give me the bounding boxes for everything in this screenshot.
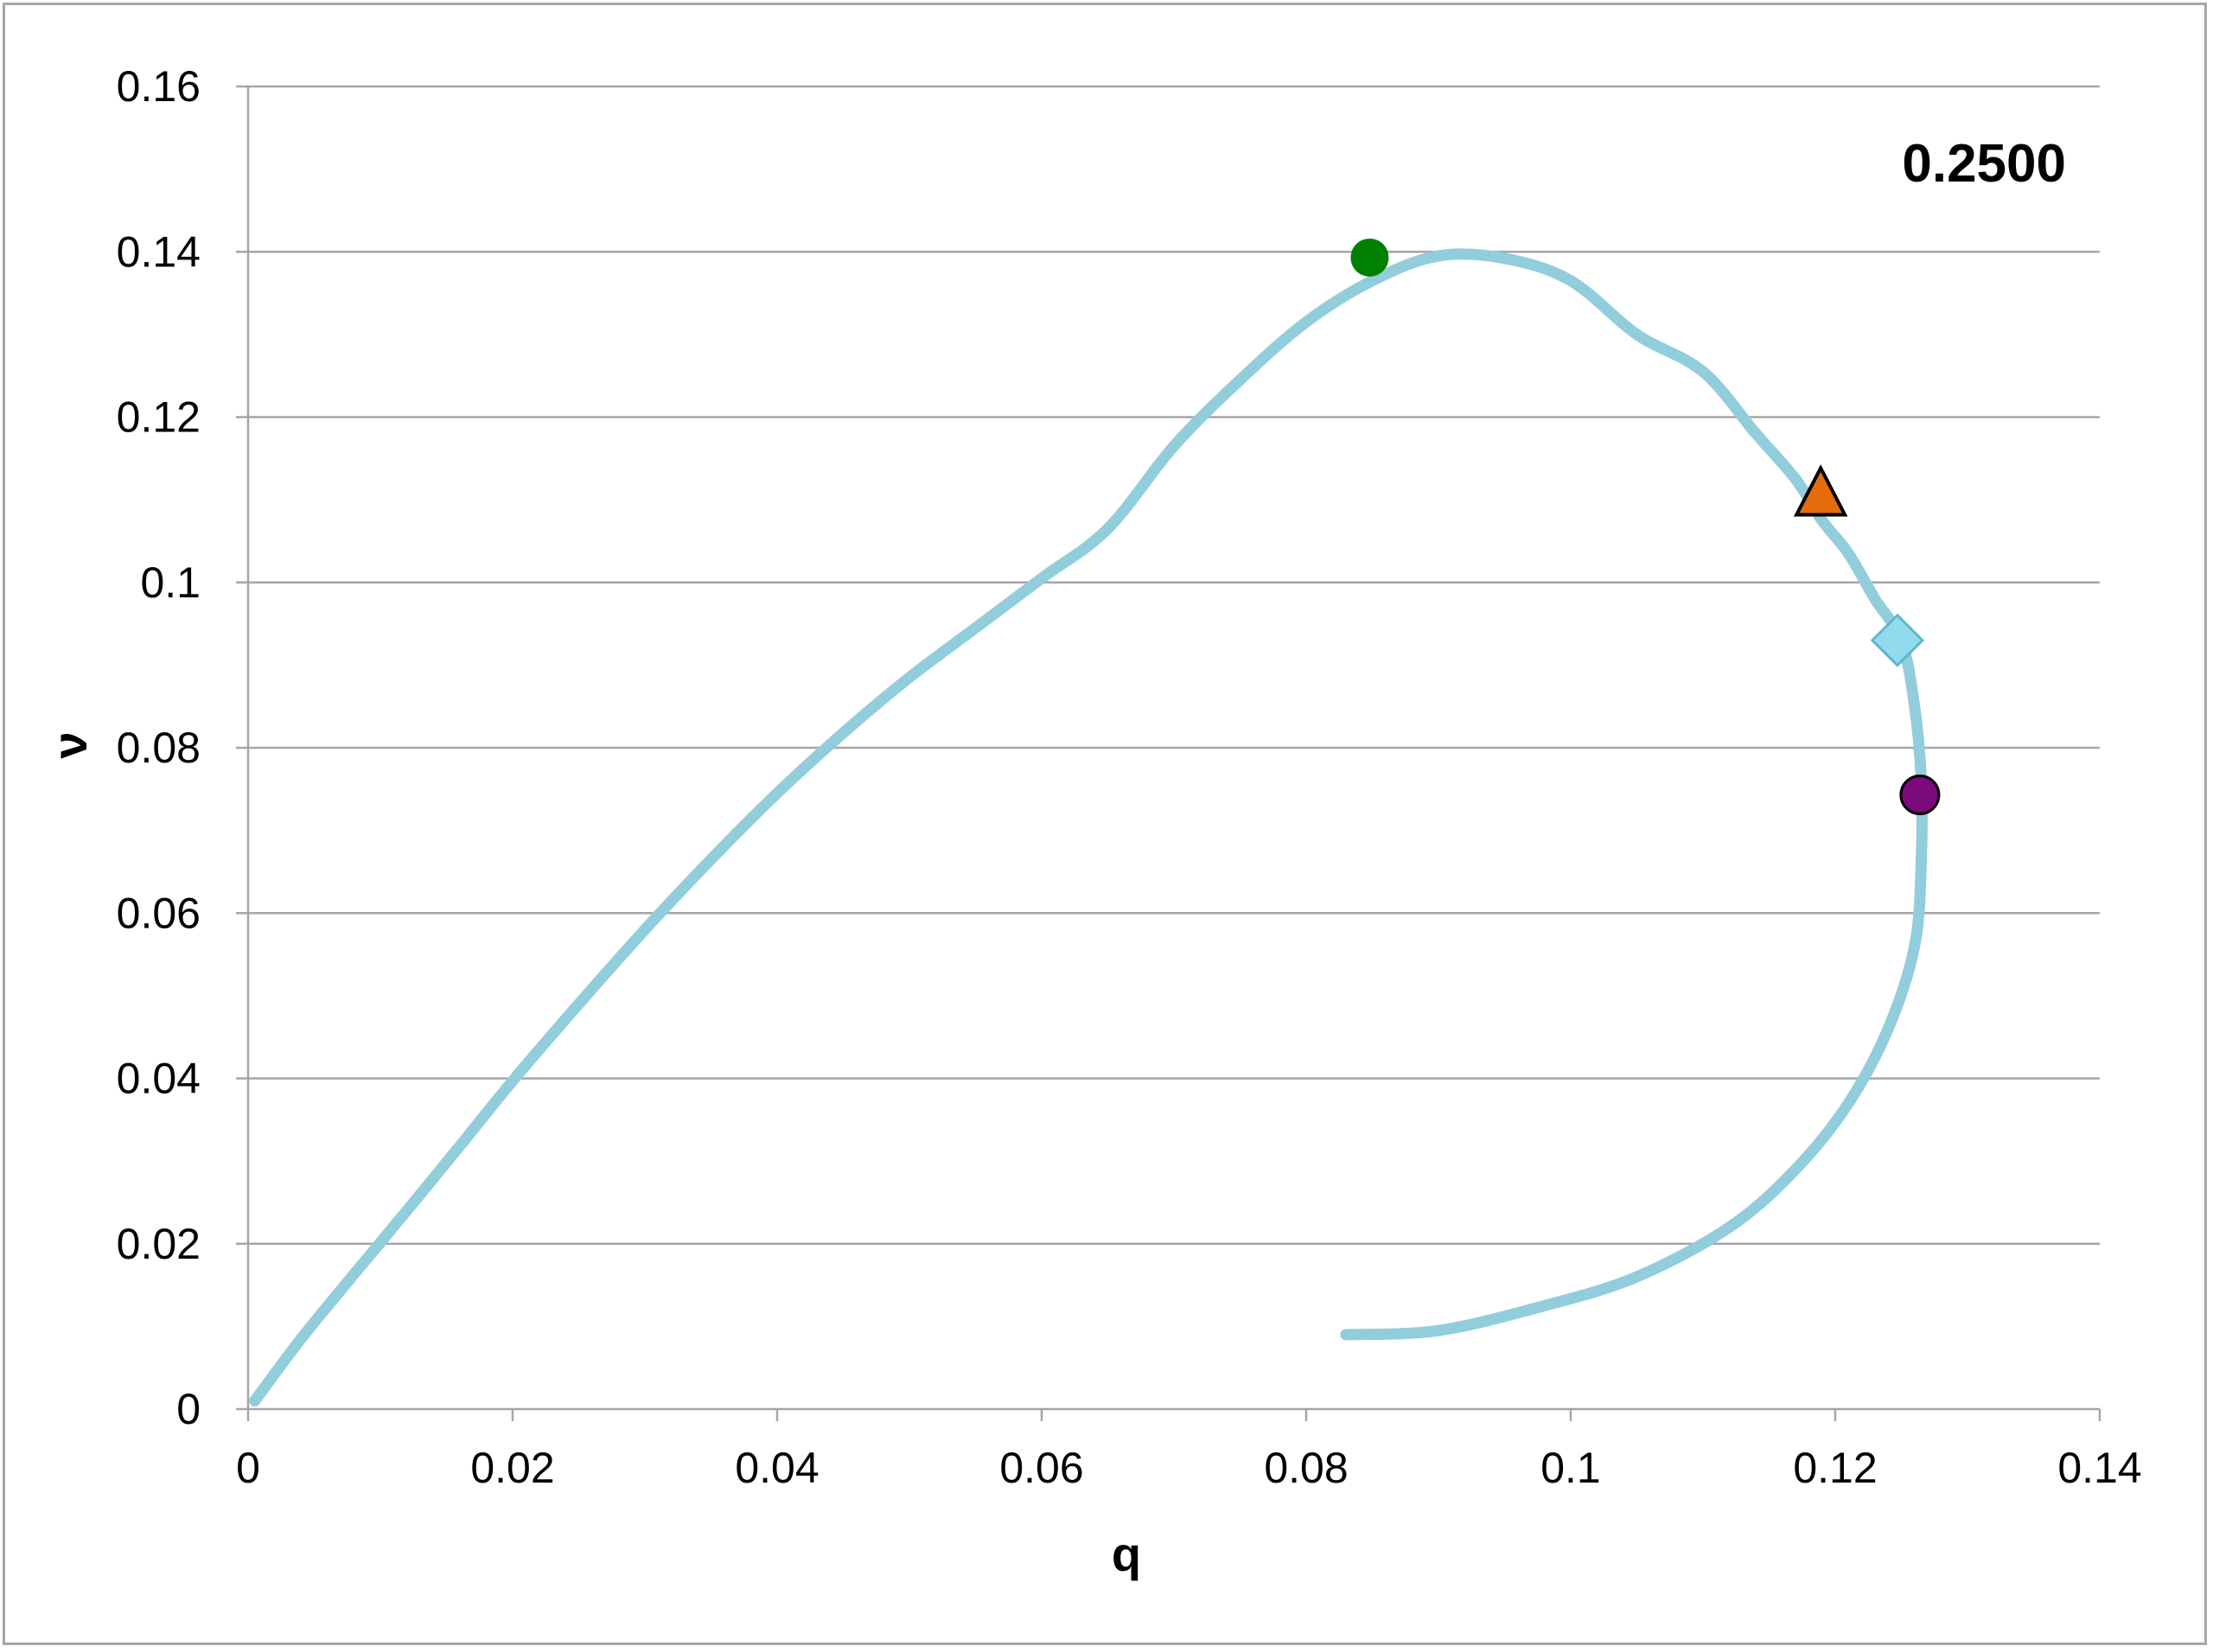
data-point-diamond-3	[1870, 613, 1925, 667]
x-tick-label: 0.1	[1540, 1444, 1601, 1492]
gridlines	[248, 85, 2100, 1245]
chart-frame	[3, 3, 2207, 1645]
y-tick-label: 0.14	[117, 227, 201, 276]
y-tick-label: 0.04	[117, 1055, 201, 1103]
data-point-circle-4	[1899, 775, 1941, 816]
tick-labels: 0 0.02 0.04 0.06 0.08 0.1 0.12 0.14 0.16 0 0.02 0.0…	[117, 62, 2142, 1492]
axes	[236, 85, 2101, 1421]
x-tick-label: 0.08	[1264, 1444, 1348, 1492]
data-point-circle-1	[1350, 238, 1389, 277]
x-tick-label: 0	[236, 1444, 260, 1492]
data-point-triangle-2	[1793, 464, 1848, 517]
y-tick-label: 0.1	[140, 558, 201, 607]
x-axis-title: q	[1112, 1527, 1141, 1581]
data-markers	[1350, 238, 1941, 816]
y-tick-label: 0.06	[117, 889, 201, 937]
x-tick-label: 0.14	[2057, 1444, 2141, 1492]
x-tick-label: 0.12	[1793, 1444, 1877, 1492]
y-tick-label: 0	[176, 1385, 201, 1433]
series-curve	[249, 248, 1928, 1406]
y-tick-label: 0.02	[117, 1220, 201, 1268]
x-tick-label: 0.02	[470, 1444, 554, 1492]
x-tick-label: 0.06	[999, 1444, 1083, 1492]
x-tick-label: 0.04	[735, 1444, 819, 1492]
data-series	[249, 248, 1928, 1406]
y-tick-label: 0.08	[117, 724, 201, 772]
chart-annotation: 0.2500	[1902, 134, 2066, 194]
y-tick-label: 0.16	[117, 62, 201, 111]
y-axis-title: ν	[42, 731, 97, 758]
y-tick-label: 0.12	[117, 393, 201, 442]
